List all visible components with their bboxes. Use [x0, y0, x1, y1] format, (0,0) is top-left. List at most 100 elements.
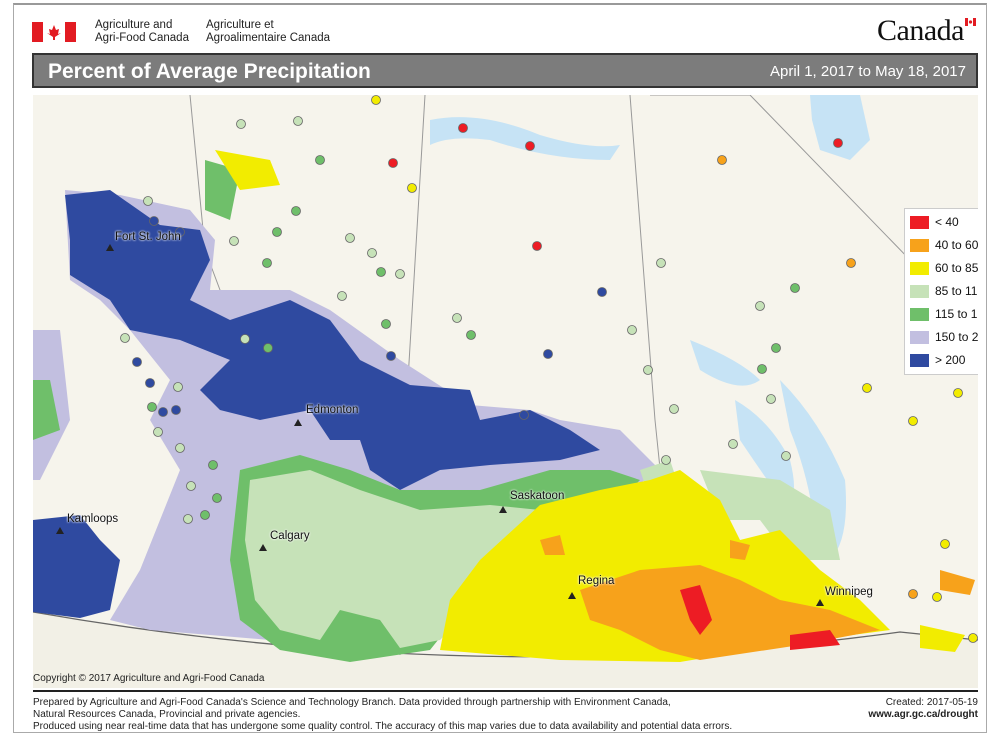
station-dot: [381, 319, 391, 329]
station-dot: [200, 510, 210, 520]
station-dot: [395, 269, 405, 279]
title-bar: Percent of Average Precipitation April 1…: [32, 53, 978, 88]
station-dot: [407, 183, 417, 193]
legend-item-under-40: < 40: [910, 214, 959, 230]
station-dot: [272, 227, 282, 237]
city-triangle-icon: [259, 544, 267, 551]
station-dot: [345, 233, 355, 243]
station-dot: [149, 216, 159, 226]
city-label-regina: Regina: [578, 575, 615, 587]
station-dot: [968, 633, 978, 643]
hudson-bay-water: [810, 95, 870, 160]
station-dot: [771, 343, 781, 353]
created-date: Created: 2017-05-19: [885, 697, 978, 708]
precip-zones: [33, 150, 975, 662]
date-range: April 1, 2017 to May 18, 2017: [770, 63, 966, 80]
city-triangle-icon: [568, 592, 576, 599]
station-dot: [175, 227, 185, 237]
dept-fr-line2: Agroalimentaire Canada: [206, 32, 331, 44]
station-dot: [940, 539, 950, 549]
station-dot: [532, 241, 542, 251]
station-dot: [293, 116, 303, 126]
station-dot: [661, 455, 671, 465]
station-dot: [173, 382, 183, 392]
legend-item-85-115: 85 to 115: [910, 283, 978, 299]
station-dot: [143, 196, 153, 206]
station-dot: [367, 248, 377, 258]
cedar-lake: [690, 340, 760, 386]
station-dot: [186, 481, 196, 491]
legend-swatch: [910, 261, 929, 275]
dept-en-line2: Agri-Food Canada: [95, 32, 189, 44]
station-dot: [337, 291, 347, 301]
city-triangle-icon: [106, 244, 114, 251]
city-markers: [56, 244, 824, 606]
department-name-en: Agriculture and Agri-Food Canada: [95, 19, 189, 45]
legend-swatch: [910, 307, 929, 321]
station-dot: [315, 155, 325, 165]
page-frame: [13, 3, 987, 733]
station-dot: [386, 351, 396, 361]
station-dot: [208, 460, 218, 470]
station-dot: [728, 439, 738, 449]
station-dot: [236, 119, 246, 129]
dept-fr-line1: Agriculture et: [206, 19, 274, 31]
legend-item-115-150: 115 to 150: [910, 306, 978, 322]
station-dot: [790, 283, 800, 293]
city-label-edmonton: Edmonton: [306, 404, 359, 416]
footer-line2: Natural Resources Canada, Provincial and…: [33, 709, 301, 720]
city-triangle-icon: [294, 419, 302, 426]
station-dot: [669, 404, 679, 414]
station-dot: [132, 357, 142, 367]
station-dot: [862, 383, 872, 393]
legend-label: 150 to 200: [935, 330, 978, 344]
station-dot: [519, 410, 529, 420]
footer-line1: Prepared by Agriculture and Agri-Food Ca…: [33, 697, 671, 708]
station-dot: [175, 443, 185, 453]
station-dot: [846, 258, 856, 268]
legend-item-150-200: 150 to 200: [910, 329, 978, 345]
station-dot: [543, 349, 553, 359]
legend-label: < 40: [935, 215, 959, 229]
city-label-saskatoon: Saskatoon: [510, 490, 565, 502]
station-dot: [757, 364, 767, 374]
legend-swatch: [910, 215, 929, 229]
zone-over-200-south: [33, 515, 120, 618]
department-name-fr: Agriculture et Agroalimentaire Canada: [206, 19, 330, 45]
station-dot: [452, 313, 462, 323]
station-dot: [766, 394, 776, 404]
canada-wordmark: Canada: [877, 14, 964, 47]
station-dot: [466, 330, 476, 340]
city-triangle-icon: [56, 527, 64, 534]
station-dot: [147, 402, 157, 412]
station-dot: [458, 123, 468, 133]
legend-label: 115 to 150: [935, 307, 978, 321]
legend-label: > 200: [935, 353, 966, 367]
station-dot: [781, 451, 791, 461]
zone-40-60: [540, 535, 975, 660]
station-dot: [908, 589, 918, 599]
legend-swatch: [910, 238, 929, 252]
station-dot: [525, 141, 535, 151]
legend-item-over-200: > 200: [910, 352, 965, 368]
station-dot: [183, 514, 193, 524]
station-dots: [120, 95, 978, 643]
dept-en-line1: Agriculture and: [95, 19, 173, 31]
map-title: Percent of Average Precipitation: [48, 60, 371, 83]
station-dot: [643, 365, 653, 375]
station-dot: [755, 301, 765, 311]
city-label-fort-st-john: Fort St. John: [115, 231, 181, 243]
legend-swatch: [910, 353, 929, 367]
city-label-winnipeg: Winnipeg: [825, 586, 873, 598]
drought-url[interactable]: www.agr.gc.ca/drought: [868, 709, 978, 720]
zone-under-40: [680, 585, 840, 650]
station-dot: [371, 95, 381, 105]
station-dot: [171, 405, 181, 415]
station-dot: [388, 158, 398, 168]
station-dot: [212, 493, 222, 503]
station-dot: [263, 343, 273, 353]
lake-athabasca: [430, 117, 620, 160]
station-dot: [120, 333, 130, 343]
legend-label: 40 to 60: [935, 238, 978, 252]
zone-85-115: [245, 460, 840, 648]
